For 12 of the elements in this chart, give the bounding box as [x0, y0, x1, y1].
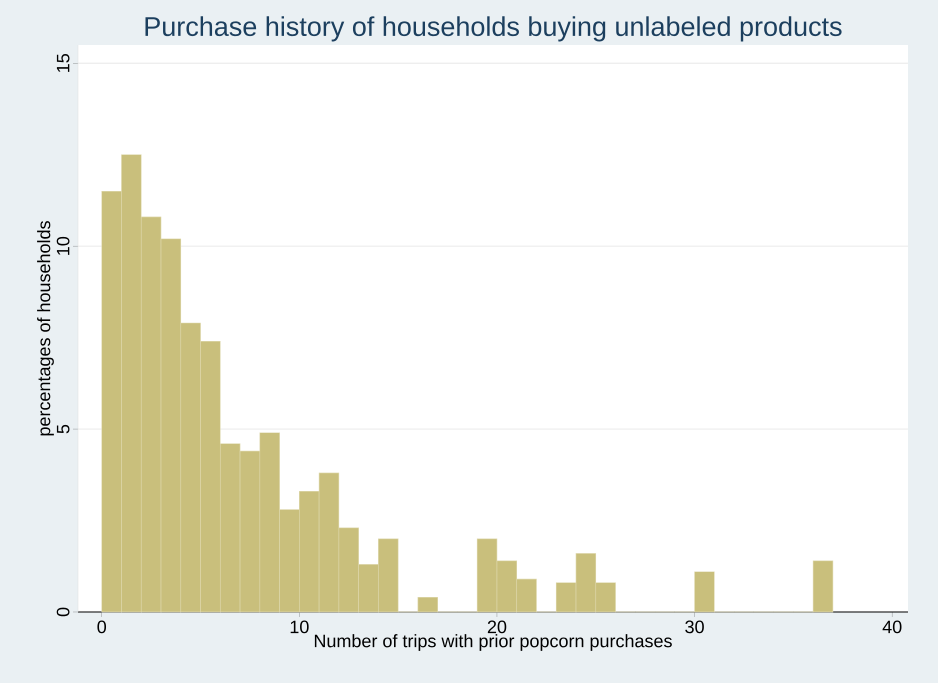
x-tick-label: 40 — [882, 620, 902, 634]
y-tick-label: 0 — [56, 608, 70, 616]
x-tick-label: 20 — [488, 620, 506, 634]
y-axis-title: percentages of households — [37, 221, 54, 436]
y-tick-label: 10 — [56, 236, 70, 255]
x-tick-label: 30 — [685, 620, 704, 634]
chart-title: Purchase history of households buying unlabeled products — [145, 16, 842, 42]
x-tick-label: 10 — [290, 620, 309, 634]
x-tick-label: 0 — [97, 620, 106, 634]
y-tick-label: 15 — [56, 54, 70, 72]
y-tick-label: 5 — [56, 424, 70, 434]
x-axis-title: Number of trips with prior popcorn purchases — [314, 634, 672, 651]
